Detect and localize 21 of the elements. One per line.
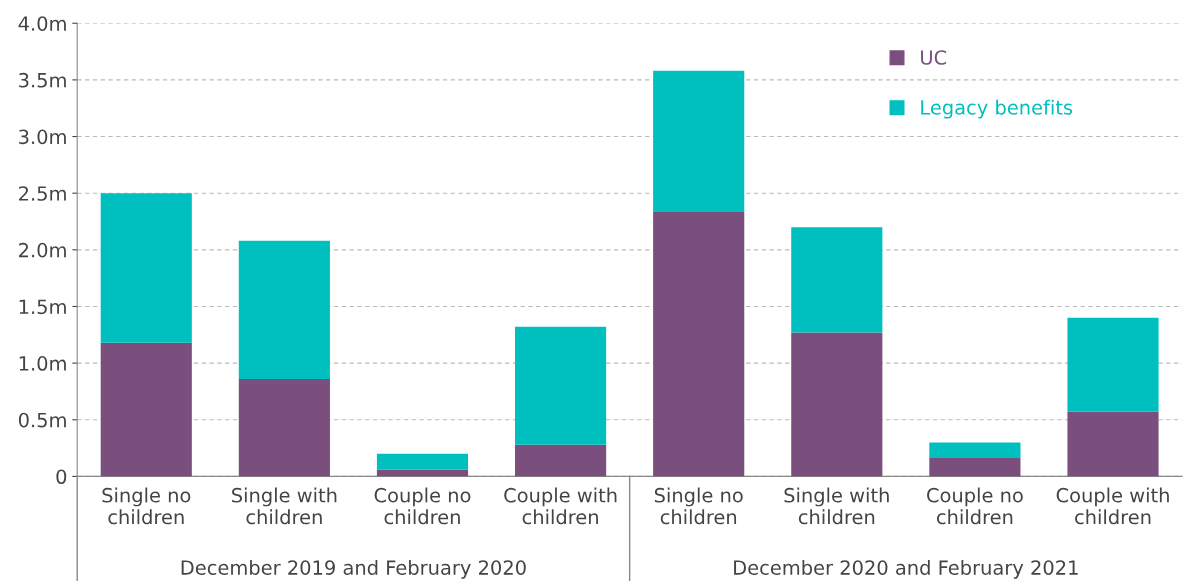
y-tick-label: 4.0m xyxy=(18,16,66,31)
legend-label: UC xyxy=(921,50,947,65)
y-tick-label: 2.5m xyxy=(19,186,66,201)
x-tick-label: Single no children xyxy=(654,487,743,525)
x-tick-label: Couple with children xyxy=(1056,487,1169,525)
y-tick-label: 2.0m xyxy=(19,242,66,258)
y-tick-label: 3.0m xyxy=(19,129,66,145)
x-tick-label: Couple no children xyxy=(927,487,1023,525)
y-tick-label: 0 xyxy=(56,469,67,485)
x-tick-label: Single with children xyxy=(784,487,889,525)
y-tick-label: 1.5m xyxy=(19,299,66,315)
text: December 2019 and February 2020 xyxy=(181,559,526,579)
x-tick-label: Couple with children xyxy=(504,487,617,525)
legend-label: Legacy benefits xyxy=(921,99,1073,119)
y-tick-label: 3.5m xyxy=(19,72,66,88)
text: December 2020 and February 2021 xyxy=(734,559,1078,579)
x-tick-label: Couple no children xyxy=(374,487,471,525)
y-tick-label: 0.5m xyxy=(18,412,66,428)
x-tick-label: Single no children xyxy=(102,487,191,525)
x-tick-label: Single with children xyxy=(232,487,337,525)
y-tick-label: 1.0m xyxy=(19,356,66,371)
